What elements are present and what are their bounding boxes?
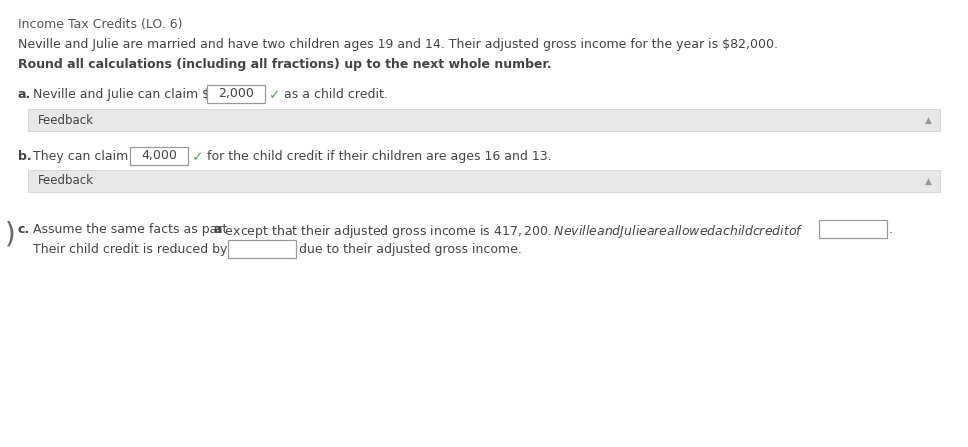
Text: They can claim $: They can claim $ <box>33 150 140 163</box>
Text: 2,000: 2,000 <box>218 88 254 101</box>
Text: ✓: ✓ <box>269 88 281 102</box>
Text: except that their adjusted gross income is $417,200. Neville and Julie are allow: except that their adjusted gross income … <box>221 223 803 240</box>
Text: 4,000: 4,000 <box>141 149 177 163</box>
Text: for the child credit if their children are ages 16 and 13.: for the child credit if their children a… <box>207 150 552 163</box>
FancyBboxPatch shape <box>819 220 887 238</box>
FancyBboxPatch shape <box>28 170 940 192</box>
Text: Their child credit is reduced by $: Their child credit is reduced by $ <box>33 243 239 256</box>
Text: as a child credit.: as a child credit. <box>284 88 388 101</box>
Text: Assume the same facts as part: Assume the same facts as part <box>33 223 231 236</box>
Text: a: a <box>214 223 223 236</box>
Text: due to their adjusted gross income.: due to their adjusted gross income. <box>299 243 522 256</box>
Text: ): ) <box>5 221 15 249</box>
Text: Round all calculations (including all fractions) up to the next whole number.: Round all calculations (including all fr… <box>18 58 552 71</box>
Text: a.: a. <box>18 88 31 101</box>
FancyBboxPatch shape <box>228 240 296 258</box>
FancyBboxPatch shape <box>28 109 940 131</box>
Text: ✓: ✓ <box>192 150 203 164</box>
Text: ▲: ▲ <box>924 177 931 186</box>
Text: Feedback: Feedback <box>38 114 94 127</box>
Text: ▲: ▲ <box>924 115 931 125</box>
Text: b.: b. <box>18 150 32 163</box>
Text: .: . <box>889 223 893 236</box>
Text: Income Tax Credits (LO. 6): Income Tax Credits (LO. 6) <box>18 18 183 31</box>
Text: Feedback: Feedback <box>38 174 94 187</box>
Text: c.: c. <box>18 223 30 236</box>
FancyBboxPatch shape <box>130 147 188 165</box>
Text: Neville and Julie are married and have two children ages 19 and 14. Their adjust: Neville and Julie are married and have t… <box>18 38 778 51</box>
Text: Neville and Julie can claim $: Neville and Julie can claim $ <box>33 88 210 101</box>
FancyBboxPatch shape <box>207 85 265 103</box>
